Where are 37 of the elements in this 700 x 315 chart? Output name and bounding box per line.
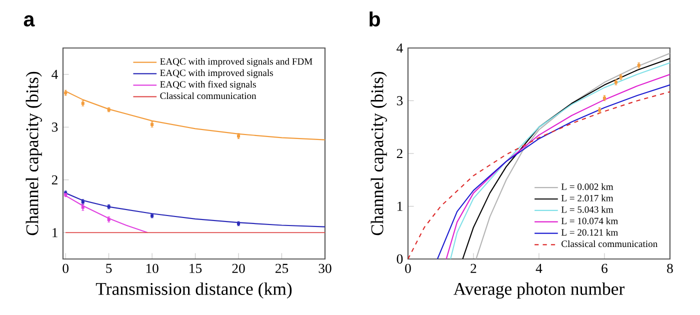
y-tick-label: 4 [52, 70, 58, 79]
x-tick-label: 30 [318, 264, 332, 274]
legend-label: EAQC with fixed signals [160, 80, 256, 90]
x-tick-label: 2 [470, 264, 476, 273]
legend-label: Classical communication [562, 240, 658, 248]
legend-label: L = 0.002 km [561, 183, 614, 190]
x-tick-label: 0 [405, 264, 411, 274]
x-tick-label: 0 [62, 264, 68, 274]
chart-title: a [24, 15, 35, 27]
x-tick-label: 4 [536, 264, 542, 273]
x-tick-label: 6 [602, 264, 608, 274]
x-tick-label: 10 [146, 264, 158, 274]
x-tick-label: 8 [667, 264, 673, 274]
legend-label: L = 5.043 km [561, 206, 614, 213]
legend-label: EAQC with improved signals and FDM [160, 58, 312, 67]
legend-label: L = 10.074 km [561, 218, 618, 224]
y-tick-label: 3 [52, 122, 58, 132]
y-tick-label: 2 [396, 148, 402, 158]
x-axis-title: Transmission distance (km) [96, 282, 292, 299]
x-axis-title: Average photon number [453, 282, 625, 299]
legend-label: L = 2.017 km [561, 194, 614, 202]
y-tick-label: 1 [52, 228, 58, 238]
x-tick-label: 5 [106, 264, 112, 273]
legend-label: Classical communication [160, 92, 256, 100]
legend-label: L = 20.121 km [561, 228, 618, 236]
x-tick-label: 15 [190, 264, 202, 273]
chart-title: b [370, 11, 380, 27]
x-tick-label: 25 [276, 264, 288, 274]
legend-label: EAQC with improved signals [160, 69, 273, 78]
y-tick-label: 0 [396, 254, 403, 264]
y-axis-title: Channel capacity (bits) [370, 72, 387, 236]
y-tick-label: 2 [52, 175, 58, 184]
y-tick-label: 1 [398, 202, 402, 211]
y-tick-label: 3 [396, 96, 403, 106]
y-axis-title: Channel capacity (bits) [26, 72, 42, 236]
x-tick-label: 20 [232, 264, 245, 274]
y-tick-label: 4 [396, 43, 403, 52]
